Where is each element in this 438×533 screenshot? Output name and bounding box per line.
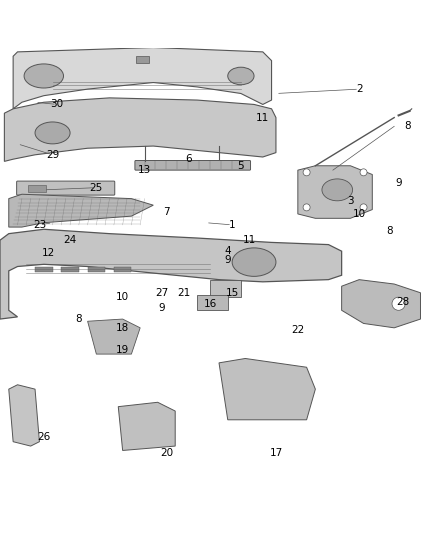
Text: 7: 7 xyxy=(163,207,170,217)
Text: 26: 26 xyxy=(37,432,50,442)
Circle shape xyxy=(303,204,310,211)
Text: 11: 11 xyxy=(243,235,256,245)
Bar xyxy=(28,185,46,192)
Text: 8: 8 xyxy=(386,227,393,237)
Bar xyxy=(88,266,105,272)
Text: 30: 30 xyxy=(50,100,64,109)
Ellipse shape xyxy=(24,64,64,88)
Text: 8: 8 xyxy=(404,122,411,131)
PathPatch shape xyxy=(298,166,372,219)
Text: 17: 17 xyxy=(269,448,283,458)
Text: 9: 9 xyxy=(159,303,166,313)
PathPatch shape xyxy=(342,280,420,328)
Text: 5: 5 xyxy=(237,161,244,171)
PathPatch shape xyxy=(9,194,153,227)
Text: 28: 28 xyxy=(396,296,410,306)
Bar xyxy=(136,56,149,63)
Ellipse shape xyxy=(35,122,70,144)
Text: 20: 20 xyxy=(160,448,173,458)
Text: 10: 10 xyxy=(116,292,129,302)
PathPatch shape xyxy=(118,402,175,450)
Text: 25: 25 xyxy=(90,183,103,192)
Circle shape xyxy=(360,169,367,176)
Text: 19: 19 xyxy=(116,345,129,355)
PathPatch shape xyxy=(210,280,241,297)
Bar xyxy=(61,266,79,272)
FancyBboxPatch shape xyxy=(135,160,251,170)
Text: 23: 23 xyxy=(33,220,46,230)
Text: 27: 27 xyxy=(155,288,169,298)
Circle shape xyxy=(303,169,310,176)
Text: 8: 8 xyxy=(75,314,82,324)
Text: 11: 11 xyxy=(256,112,269,123)
PathPatch shape xyxy=(219,359,315,420)
Text: 29: 29 xyxy=(46,150,59,160)
Text: 12: 12 xyxy=(42,248,55,259)
PathPatch shape xyxy=(0,229,342,319)
PathPatch shape xyxy=(88,319,140,354)
Text: 18: 18 xyxy=(116,323,129,333)
Ellipse shape xyxy=(232,248,276,276)
PathPatch shape xyxy=(4,98,276,161)
Text: 22: 22 xyxy=(291,325,304,335)
Text: 16: 16 xyxy=(204,298,217,309)
Text: 6: 6 xyxy=(185,154,192,164)
Text: 15: 15 xyxy=(226,288,239,298)
Text: 2: 2 xyxy=(356,84,363,94)
Text: 9: 9 xyxy=(224,255,231,265)
PathPatch shape xyxy=(9,385,39,446)
Text: 13: 13 xyxy=(138,165,151,175)
Text: 9: 9 xyxy=(395,178,402,188)
FancyBboxPatch shape xyxy=(17,181,115,195)
Text: 21: 21 xyxy=(177,288,191,298)
Circle shape xyxy=(392,297,405,310)
Circle shape xyxy=(360,204,367,211)
Text: 24: 24 xyxy=(64,235,77,245)
Bar xyxy=(35,266,53,272)
Ellipse shape xyxy=(228,67,254,85)
Ellipse shape xyxy=(322,179,353,201)
PathPatch shape xyxy=(197,295,228,310)
Text: 1: 1 xyxy=(229,220,236,230)
Text: 3: 3 xyxy=(347,196,354,206)
PathPatch shape xyxy=(13,47,272,109)
Text: 10: 10 xyxy=(353,209,366,219)
Bar xyxy=(114,266,131,272)
Text: 4: 4 xyxy=(224,246,231,256)
